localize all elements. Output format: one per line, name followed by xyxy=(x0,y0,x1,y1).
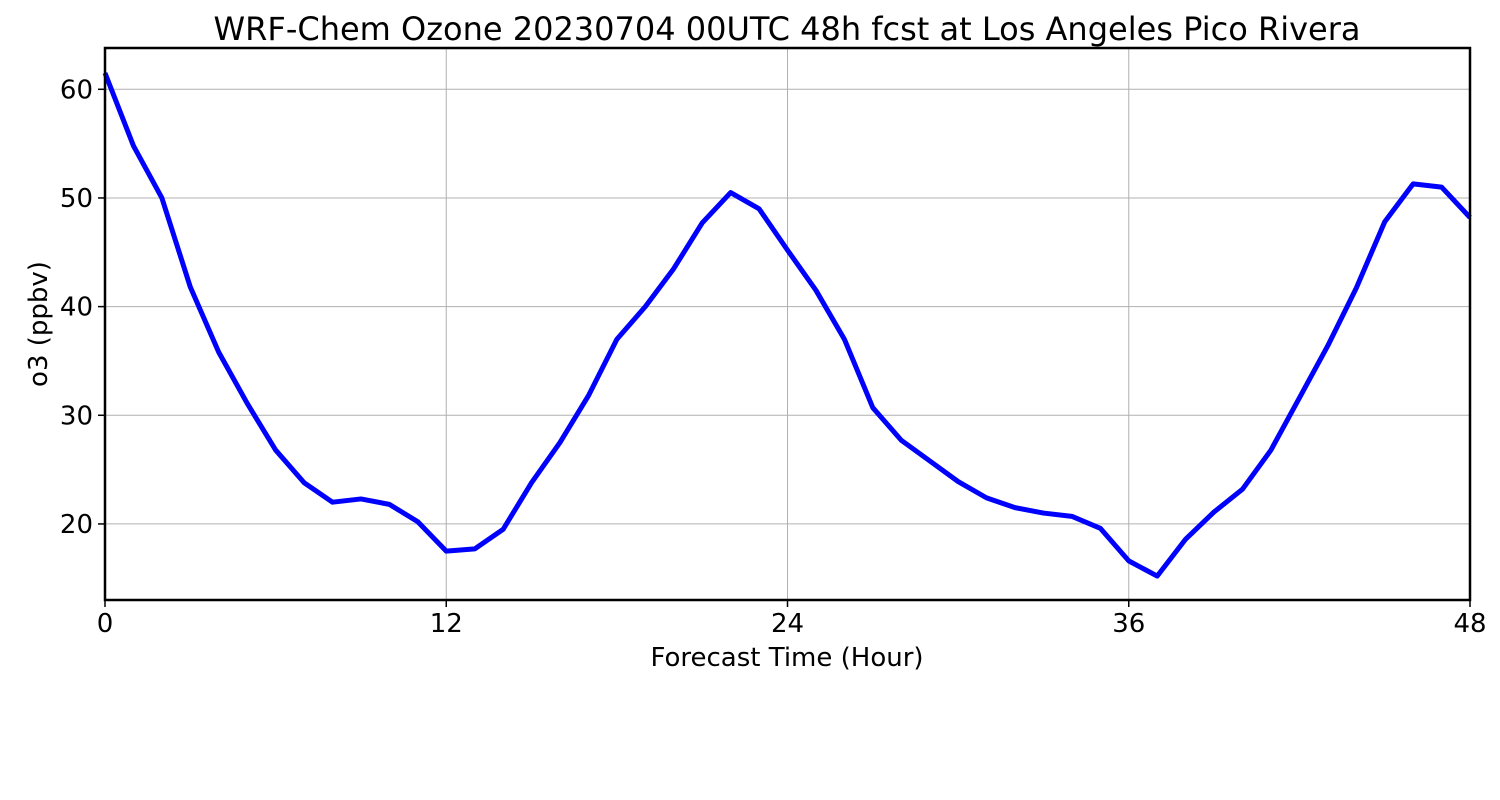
grid-lines xyxy=(104,48,1471,600)
chart-title: WRF-Chem Ozone 20230704 00UTC 48h fcst a… xyxy=(214,10,1361,48)
x-axis-label: Forecast Time (Hour) xyxy=(650,643,923,673)
x-tick-label: 36 xyxy=(1112,609,1145,639)
y-tick-label: 20 xyxy=(60,510,93,540)
axis-ticks: 0 12 24 36 48 20 30 40 50 60 xyxy=(60,75,1487,639)
x-tick-label: 48 xyxy=(1453,609,1486,639)
y-axis-label: o3 (ppbv) xyxy=(24,261,54,387)
y-tick-label: 40 xyxy=(60,293,93,323)
x-tick-label: 12 xyxy=(430,609,463,639)
x-tick-label: 24 xyxy=(771,609,804,639)
y-tick-label: 50 xyxy=(60,184,93,214)
y-tick-label: 30 xyxy=(60,401,93,431)
y-tick-label: 60 xyxy=(60,75,93,105)
x-tick-label: 0 xyxy=(97,609,114,639)
